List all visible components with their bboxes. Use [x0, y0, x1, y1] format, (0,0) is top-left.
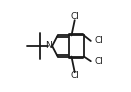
- Text: N: N: [45, 41, 51, 51]
- Text: Cl: Cl: [70, 71, 79, 80]
- Text: Cl: Cl: [70, 12, 79, 21]
- Text: Cl: Cl: [94, 36, 103, 45]
- Text: Cl: Cl: [94, 57, 103, 66]
